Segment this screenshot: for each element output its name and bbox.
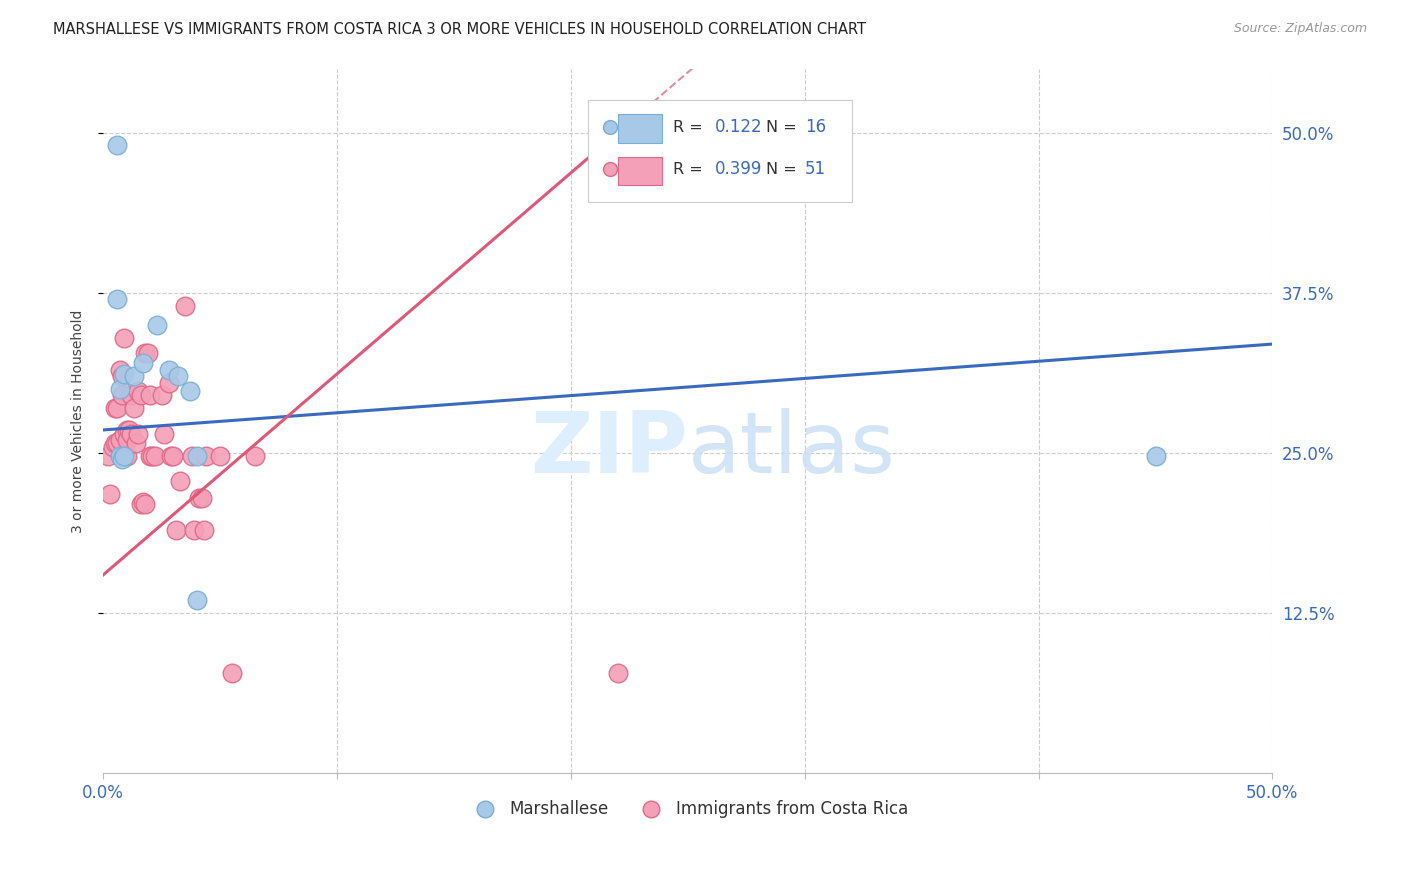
Point <box>112 331 135 345</box>
Point <box>160 449 183 463</box>
Point <box>108 449 131 463</box>
Point <box>195 449 218 463</box>
Point <box>132 356 155 370</box>
Point <box>146 318 169 332</box>
Point <box>606 666 628 681</box>
Text: 16: 16 <box>804 118 825 136</box>
Point <box>111 369 134 384</box>
Text: 0.399: 0.399 <box>714 161 762 178</box>
FancyBboxPatch shape <box>617 114 662 143</box>
Point <box>136 346 159 360</box>
Point <box>115 433 138 447</box>
Text: 51: 51 <box>804 161 825 178</box>
Point <box>120 388 142 402</box>
Point <box>112 426 135 441</box>
Point <box>139 388 162 402</box>
Legend: Marshallese, Immigrants from Costa Rica: Marshallese, Immigrants from Costa Rica <box>461 794 914 825</box>
Point <box>104 435 127 450</box>
Point <box>165 523 187 537</box>
Point <box>127 426 149 441</box>
Point <box>129 497 152 511</box>
Point <box>190 491 212 505</box>
Text: atlas: atlas <box>688 408 896 491</box>
Point <box>115 449 138 463</box>
Point <box>221 666 243 681</box>
Text: ZIP: ZIP <box>530 408 688 491</box>
Point <box>111 388 134 402</box>
Point <box>157 362 180 376</box>
Point <box>179 384 201 399</box>
Point <box>115 423 138 437</box>
Point <box>118 423 141 437</box>
Text: R =: R = <box>672 161 707 177</box>
Point <box>98 487 121 501</box>
Point <box>134 346 156 360</box>
Text: N =: N = <box>766 161 801 177</box>
Point <box>112 367 135 381</box>
Point <box>129 388 152 402</box>
Text: MARSHALLESE VS IMMIGRANTS FROM COSTA RICA 3 OR MORE VEHICLES IN HOUSEHOLD CORREL: MARSHALLESE VS IMMIGRANTS FROM COSTA RIC… <box>53 22 866 37</box>
Point <box>150 388 173 402</box>
Point <box>105 435 128 450</box>
Point <box>1144 449 1167 463</box>
Text: N =: N = <box>766 120 801 135</box>
Point <box>104 401 127 416</box>
Point <box>186 449 208 463</box>
Point <box>108 433 131 447</box>
Point <box>127 384 149 399</box>
Point <box>141 449 163 463</box>
Y-axis label: 3 or more Vehicles in Household: 3 or more Vehicles in Household <box>72 310 86 533</box>
Point <box>245 449 267 463</box>
Point <box>162 449 184 463</box>
Point <box>122 369 145 384</box>
Point <box>112 449 135 463</box>
Point <box>105 138 128 153</box>
Point <box>97 449 120 463</box>
Point <box>181 449 204 463</box>
Point <box>153 426 176 441</box>
Point <box>169 474 191 488</box>
Point <box>108 362 131 376</box>
Point <box>174 299 197 313</box>
Point <box>209 449 232 463</box>
Text: 0.122: 0.122 <box>714 118 762 136</box>
Point <box>120 426 142 441</box>
FancyBboxPatch shape <box>589 100 852 202</box>
Point <box>101 440 124 454</box>
Point <box>188 491 211 505</box>
Text: R =: R = <box>672 120 707 135</box>
Point <box>134 497 156 511</box>
Point <box>105 401 128 416</box>
Point <box>111 452 134 467</box>
Point <box>193 523 215 537</box>
Point <box>125 435 148 450</box>
Point <box>157 376 180 390</box>
Point <box>132 494 155 508</box>
Point <box>122 401 145 416</box>
Point <box>139 449 162 463</box>
FancyBboxPatch shape <box>617 157 662 185</box>
Point <box>143 449 166 463</box>
Point <box>105 292 128 306</box>
Point <box>186 593 208 607</box>
Text: Source: ZipAtlas.com: Source: ZipAtlas.com <box>1233 22 1367 36</box>
Point <box>183 523 205 537</box>
Point <box>108 382 131 396</box>
Point <box>167 369 190 384</box>
